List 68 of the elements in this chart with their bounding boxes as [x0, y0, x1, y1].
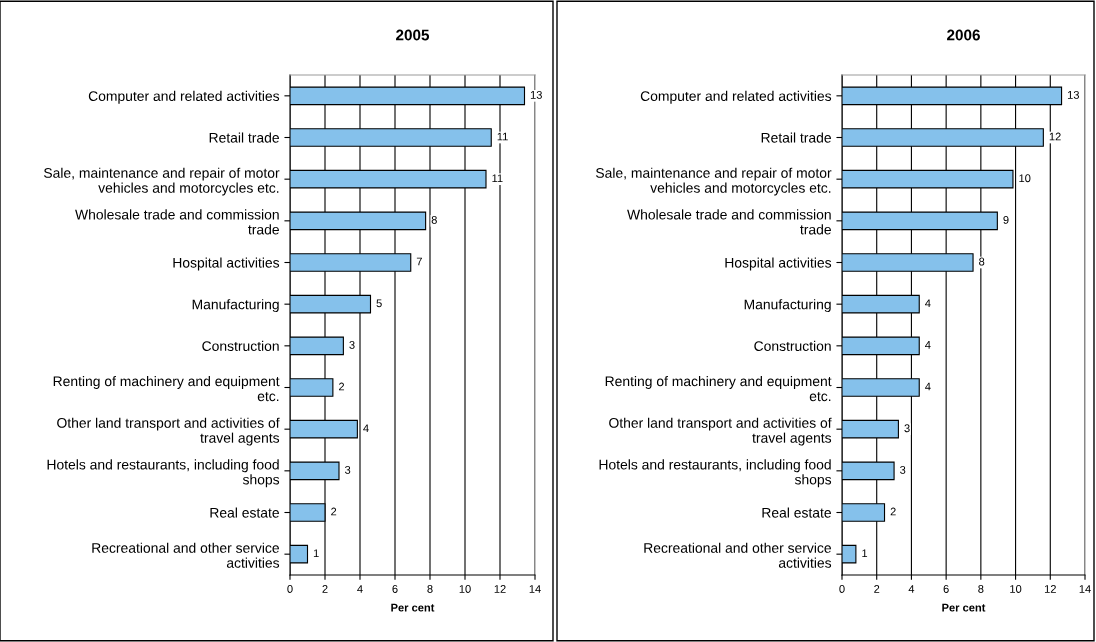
x-tick-label: 6: [943, 585, 949, 593]
data-label: 11: [492, 174, 503, 183]
data-label: 4: [363, 424, 369, 433]
y-tick-label: Real estate: [762, 507, 831, 518]
x-tick-label: 10: [459, 585, 471, 593]
x-tick-label: 2: [322, 585, 328, 593]
data-label: 3: [344, 465, 351, 474]
x-tick-label: 14: [1079, 585, 1091, 593]
y-tick-label: Recreational and other service activities: [644, 542, 832, 568]
x-tick-label: 4: [357, 585, 363, 593]
y-tick-label: Hotels and restaurants, including food shops: [47, 459, 280, 488]
x-tick-label: 2: [874, 585, 880, 593]
data-label: 13: [530, 90, 542, 99]
y-tick-label: Construction: [754, 340, 831, 351]
data-label: 11: [497, 132, 508, 141]
data-label: 3: [904, 424, 910, 433]
y-tick-label: Recreational and other service activities: [92, 542, 280, 568]
x-axis-title: Per cent: [391, 603, 435, 612]
y-tick-label: Sale, maintenance and repair of motor vehicles and motorcycles etc.: [595, 167, 832, 196]
y-tick-label: Computer and related activities: [640, 90, 832, 104]
y-tick-label: Computer and related activities: [88, 90, 280, 104]
data-label: 1: [313, 549, 319, 558]
data-label: 12: [1049, 132, 1061, 141]
data-label: 8: [431, 215, 437, 224]
data-label: 4: [925, 341, 931, 349]
data-label: 2: [331, 507, 337, 516]
y-tick-label: Real estate: [210, 507, 279, 518]
x-tick-label: 0: [839, 585, 845, 593]
data-label: 8: [979, 257, 985, 266]
y-tick-label: Hotels and restaurants, including food shops: [599, 459, 832, 488]
y-tick-label: Retail trade: [761, 132, 831, 143]
y-tick-label: Wholesale trade and commission trade: [75, 209, 279, 235]
y-tick-label: Wholesale trade and commission trade: [627, 209, 831, 235]
data-label: 4: [925, 299, 931, 308]
data-label: 2: [890, 507, 896, 516]
data-label: 5: [376, 299, 382, 308]
y-tick-label: Hospital activities: [725, 257, 832, 271]
y-tick-label: Hospital activities: [173, 257, 280, 271]
x-tick-label: 8: [427, 585, 433, 593]
x-axis-title: Per cent: [942, 603, 986, 612]
chart-title: 2005: [396, 29, 430, 41]
x-tick-label: 12: [494, 585, 506, 593]
data-label: 3: [900, 465, 906, 474]
x-tick-label: 14: [529, 585, 541, 593]
y-tick-label: Manufacturing: [744, 299, 831, 313]
data-label: 13: [1067, 90, 1079, 99]
x-tick-label: 4: [908, 585, 915, 593]
data-label: 4: [925, 382, 931, 391]
data-label: 3: [349, 340, 355, 349]
y-tick-label: Construction: [202, 340, 279, 351]
data-label: 9: [1003, 215, 1009, 224]
x-tick-label: 0: [287, 585, 293, 593]
data-label: 10: [1019, 174, 1031, 183]
x-tick-label: 10: [1010, 585, 1022, 593]
y-tick-label: Other land transport and activities of travel agents: [57, 417, 280, 446]
y-tick-label: Other land transport and activities of travel agents: [609, 417, 832, 446]
y-tick-label: Retail trade: [209, 132, 279, 143]
y-tick-label: Renting of machinery and equipment etc.: [605, 375, 832, 402]
data-label: 7: [416, 257, 422, 266]
y-tick-label: Manufacturing: [192, 299, 279, 313]
x-tick-label: 6: [392, 585, 398, 593]
x-tick-label: 8: [978, 585, 984, 593]
y-tick-label: Renting of machinery and equipment etc.: [53, 375, 280, 402]
y-tick-label: Sale, maintenance and repair of motor vehicles and motorcycles etc.: [43, 167, 280, 196]
data-label: 2: [338, 382, 345, 391]
chart-title: 2006: [947, 29, 980, 41]
data-label: 1: [862, 549, 868, 558]
x-tick-label: 12: [1044, 585, 1056, 593]
